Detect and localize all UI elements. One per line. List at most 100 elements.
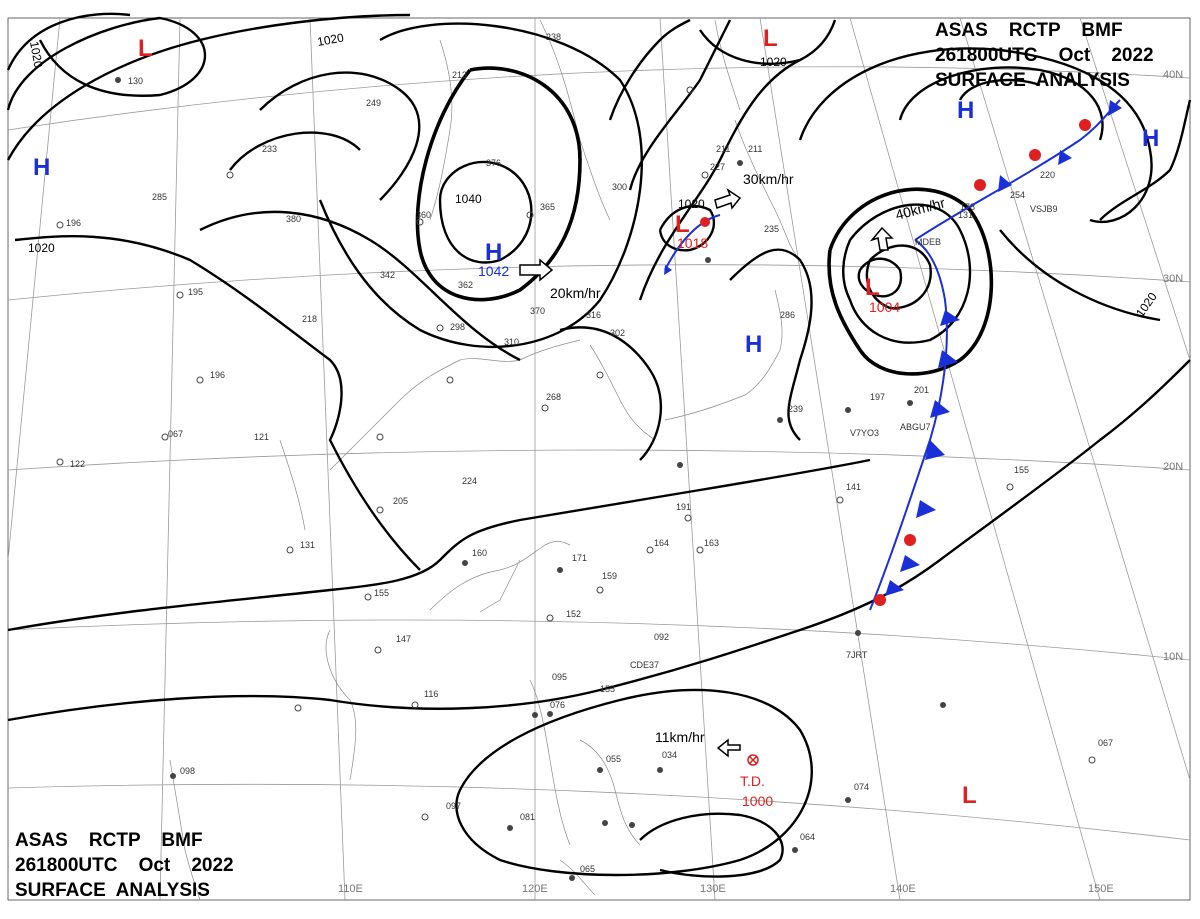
station-value: 239 [788, 404, 803, 414]
station-values: 130 285 196 380 360 376 365 300 211 227 233 249 213 2… [66, 32, 1113, 874]
station-value: 064 [800, 832, 815, 842]
low-pressure-center: L [763, 25, 778, 52]
motion-speed-label: 20km/hr [550, 285, 601, 301]
station-value: 268 [546, 392, 561, 402]
station-value: 380 [286, 214, 301, 224]
header-line-3: SURFACE ANALYSIS [935, 70, 1130, 91]
high-pressure-value: 1042 [478, 263, 509, 279]
station-value: 360 [416, 210, 431, 220]
station-value: 254 [1010, 190, 1025, 200]
isobar-label: 1020 [760, 55, 787, 69]
station-value: 302 [610, 328, 625, 338]
station-value: 238 [546, 32, 561, 42]
station-value: 130 [128, 76, 143, 86]
station-value: 122 [70, 459, 85, 469]
station-value: 121 [254, 432, 269, 442]
high-pressure-center: H [745, 331, 762, 358]
station-value: 197 [870, 392, 885, 402]
station-value: 155 [1014, 465, 1029, 475]
isobar-label: 1020 [27, 40, 45, 69]
longitude-label: 150E [1088, 883, 1114, 895]
isobars [6, 12, 1192, 878]
station-value: 098 [180, 766, 195, 776]
isobar-label: 1020 [28, 241, 55, 255]
footer-line-2: 261800UTC Oct 2022 [15, 855, 234, 876]
station-value: 065 [580, 864, 595, 874]
latitude-label: 30N [1163, 273, 1183, 285]
station-value: 370 [530, 306, 545, 316]
station-value: 131 [300, 540, 315, 550]
station-value: 286 [780, 310, 795, 320]
station-value: 034 [662, 750, 677, 760]
station-value: ABGU7 [900, 422, 931, 432]
station-value: 310 [504, 337, 519, 347]
low-pressure-center: L [138, 35, 153, 62]
station-value: 224 [462, 476, 477, 486]
frontal-boundaries [664, 99, 1122, 611]
station-value: 376 [486, 158, 501, 168]
header-line-1: ASAS RCTP BMF [935, 20, 1123, 41]
station-value: 196 [210, 370, 225, 380]
station-value: 365 [540, 202, 555, 212]
station-value: 178 [960, 202, 975, 212]
station-value: V7YO3 [850, 428, 879, 438]
station-value: 159 [602, 571, 617, 581]
station-value: CDE37 [630, 660, 659, 670]
isobar-label: 1020 [316, 30, 345, 48]
station-value: 227 [710, 162, 725, 172]
station-value: 160 [472, 548, 487, 558]
high-pressure-center: H [33, 154, 50, 181]
station-value: 097 [446, 801, 461, 811]
station-value: 095 [552, 672, 567, 682]
isobar-label: 1020 [678, 197, 705, 211]
station-value: 300 [612, 182, 627, 192]
station-value: 081 [520, 812, 535, 822]
station-value: 116 [424, 689, 438, 699]
station-value: 201 [914, 385, 929, 395]
station-value: 362 [458, 280, 473, 290]
chart-header: ASAS RCTP BMF 261800UTC Oct 2022 SURFACE… [935, 20, 1154, 91]
low-pressure-center: L [865, 274, 880, 301]
station-value: 195 [188, 287, 203, 297]
station-value: 211 [716, 144, 730, 154]
longitude-label: 120E [522, 883, 548, 895]
station-value: 076 [550, 700, 565, 710]
motion-arrows [519, 188, 894, 758]
station-value: 233 [262, 144, 277, 154]
station-value: 163 [704, 538, 719, 548]
station-value: 211 [748, 144, 762, 154]
station-value: 213 [452, 70, 467, 80]
station-value: 7JRT [846, 650, 868, 660]
latitude-grid [7, 66, 1191, 841]
station-value: 074 [854, 782, 869, 792]
low-pressure-center: L [962, 782, 977, 809]
station-value: 218 [302, 314, 317, 324]
high-pressure-center: H [485, 239, 502, 266]
station-value: 316 [586, 310, 601, 320]
station-value: 298 [450, 322, 465, 332]
station-value: 055 [606, 754, 621, 764]
tropical-depression: T.D. 1000 [740, 754, 773, 809]
latitude-label: 20N [1163, 461, 1183, 473]
station-value: 171 [572, 553, 587, 563]
footer-line-3: SURFACE ANALYSIS [15, 880, 210, 901]
footer-line-1: ASAS RCTP BMF [15, 830, 203, 851]
header-line-2: 261800UTC Oct 2022 [935, 45, 1154, 66]
station-value: MDEB [915, 237, 941, 247]
station-value: 342 [380, 270, 395, 280]
motion-speed-label: 30km/hr [743, 171, 794, 187]
station-value: 164 [654, 538, 669, 548]
station-value: 191 [676, 502, 691, 512]
station-value: 147 [396, 634, 411, 644]
high-pressure-center: H [957, 97, 974, 124]
station-value: 155 [600, 684, 615, 694]
latitude-label: 10N [1163, 651, 1183, 663]
latitude-label: 40N [1163, 69, 1183, 81]
station-value: 220 [1040, 170, 1055, 180]
station-value: 205 [393, 496, 408, 506]
station-value: 152 [566, 609, 581, 619]
tropical-depression-pressure: 1000 [742, 793, 773, 809]
low-pressure-value: 1018 [677, 235, 708, 251]
low-pressure-center: L [675, 211, 690, 238]
